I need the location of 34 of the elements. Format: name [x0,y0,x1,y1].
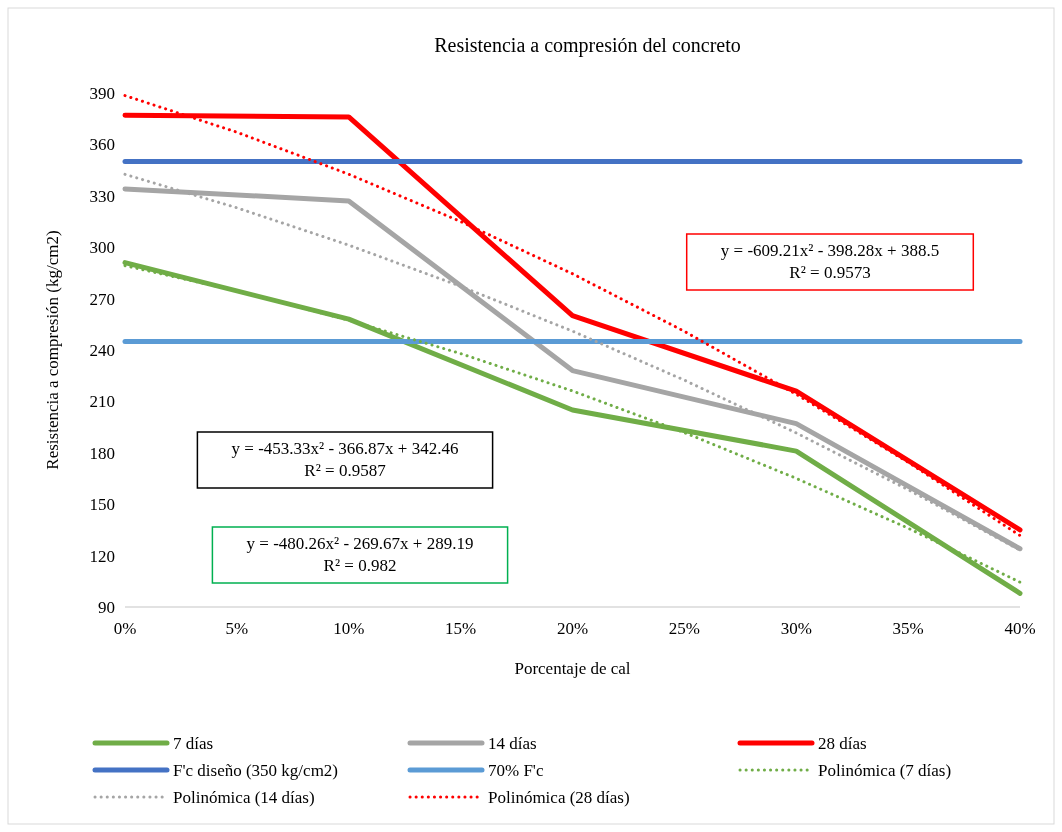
annotation: y = -453.33x² - 366.87x + 342.46 R² = 0.9587 [231,439,459,480]
x-tick-label: 25% [668,619,700,638]
x-tick-label: 0% [113,619,137,638]
x-tick-label: 35% [892,619,924,638]
y-tick-label: 390 [89,83,115,103]
y-tick-label: 90 [98,597,115,617]
y-tick-label: 300 [89,238,115,258]
y-tick-label: 150 [89,495,115,515]
y-tick-label: 240 [89,340,115,360]
x-tick-label: 20% [556,619,589,638]
y-tick-label: 360 [89,135,115,155]
legend-label: F'c diseño (350 kg/cm2) [173,760,339,780]
chart-title: Resistencia a compresión del concreto [434,34,741,57]
x-tick-label: 10% [333,619,365,638]
x-tick-label: 5% [225,619,249,638]
x-tick-label: 15% [445,619,477,638]
legend-label: 70% F'c [488,760,544,780]
y-tick-label: 180 [89,443,115,463]
x-tick-label: 40% [1004,619,1036,638]
legend-label: 28 días [818,733,867,753]
legend-label: Polinómica (7 días) [818,760,952,780]
annotation: y = -480.26x² - 269.67x + 289.19 R² = 0.982 [246,534,474,575]
legend-label: 14 días [488,733,537,753]
y-tick-label: 210 [89,392,115,412]
y-tick-label: 330 [89,186,115,206]
legend-label: 7 días [173,733,214,753]
y-axis-title: Resistencia a compresión (kg/cm2) [43,230,62,470]
x-tick-label: 30% [780,619,812,638]
y-tick-label: 120 [89,546,115,566]
legend-label: Polinómica (28 días) [488,787,630,807]
annotation: y = -609.21x² - 398.28x + 388.5 R² = 0.9573 [720,241,940,282]
x-axis-title: Porcentaje de cal [514,659,631,678]
y-tick-label: 270 [89,289,115,309]
legend-label: Polinómica (14 días) [173,787,315,807]
